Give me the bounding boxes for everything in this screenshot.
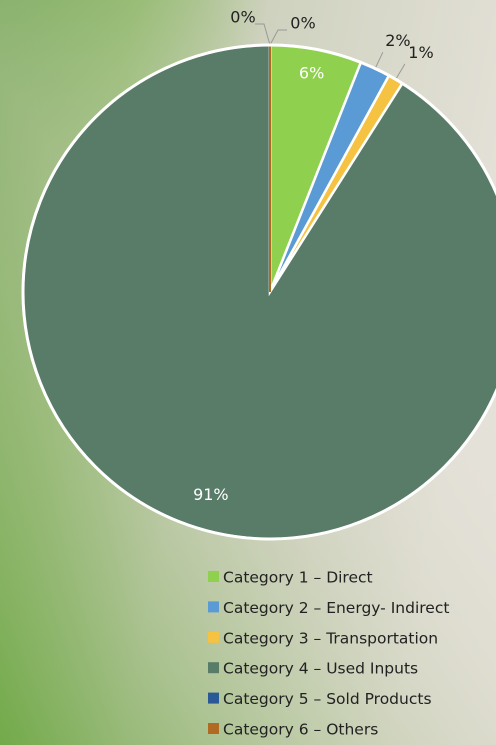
data-label: 2% xyxy=(385,31,410,50)
legend-swatch xyxy=(208,632,219,643)
legend-swatch xyxy=(208,693,219,704)
legend-swatch xyxy=(208,571,219,582)
legend-label: Category 5 – Sold Products xyxy=(223,690,432,708)
legend-swatch xyxy=(208,601,219,612)
legend-label: Category 6 – Others xyxy=(223,721,378,739)
data-label: 0% xyxy=(290,14,315,33)
chart: 6% 2%1% 91% 0% 0% Category 1 – Direct Categor… xyxy=(0,0,496,745)
legend-label: Category 1 – Direct xyxy=(223,569,373,587)
legend-label: Category 4 – Used Inputs xyxy=(223,660,418,678)
legend-swatch xyxy=(208,662,219,673)
data-label: 0% xyxy=(230,8,255,27)
data-label: 1% xyxy=(408,43,433,62)
legend-label: Category 2 – Energy- Indirect xyxy=(223,599,449,617)
data-label: 91% xyxy=(193,485,229,504)
legend-swatch xyxy=(208,723,219,734)
data-label: 6% xyxy=(299,63,324,82)
legend-label: Category 3 – Transportation xyxy=(223,629,438,647)
